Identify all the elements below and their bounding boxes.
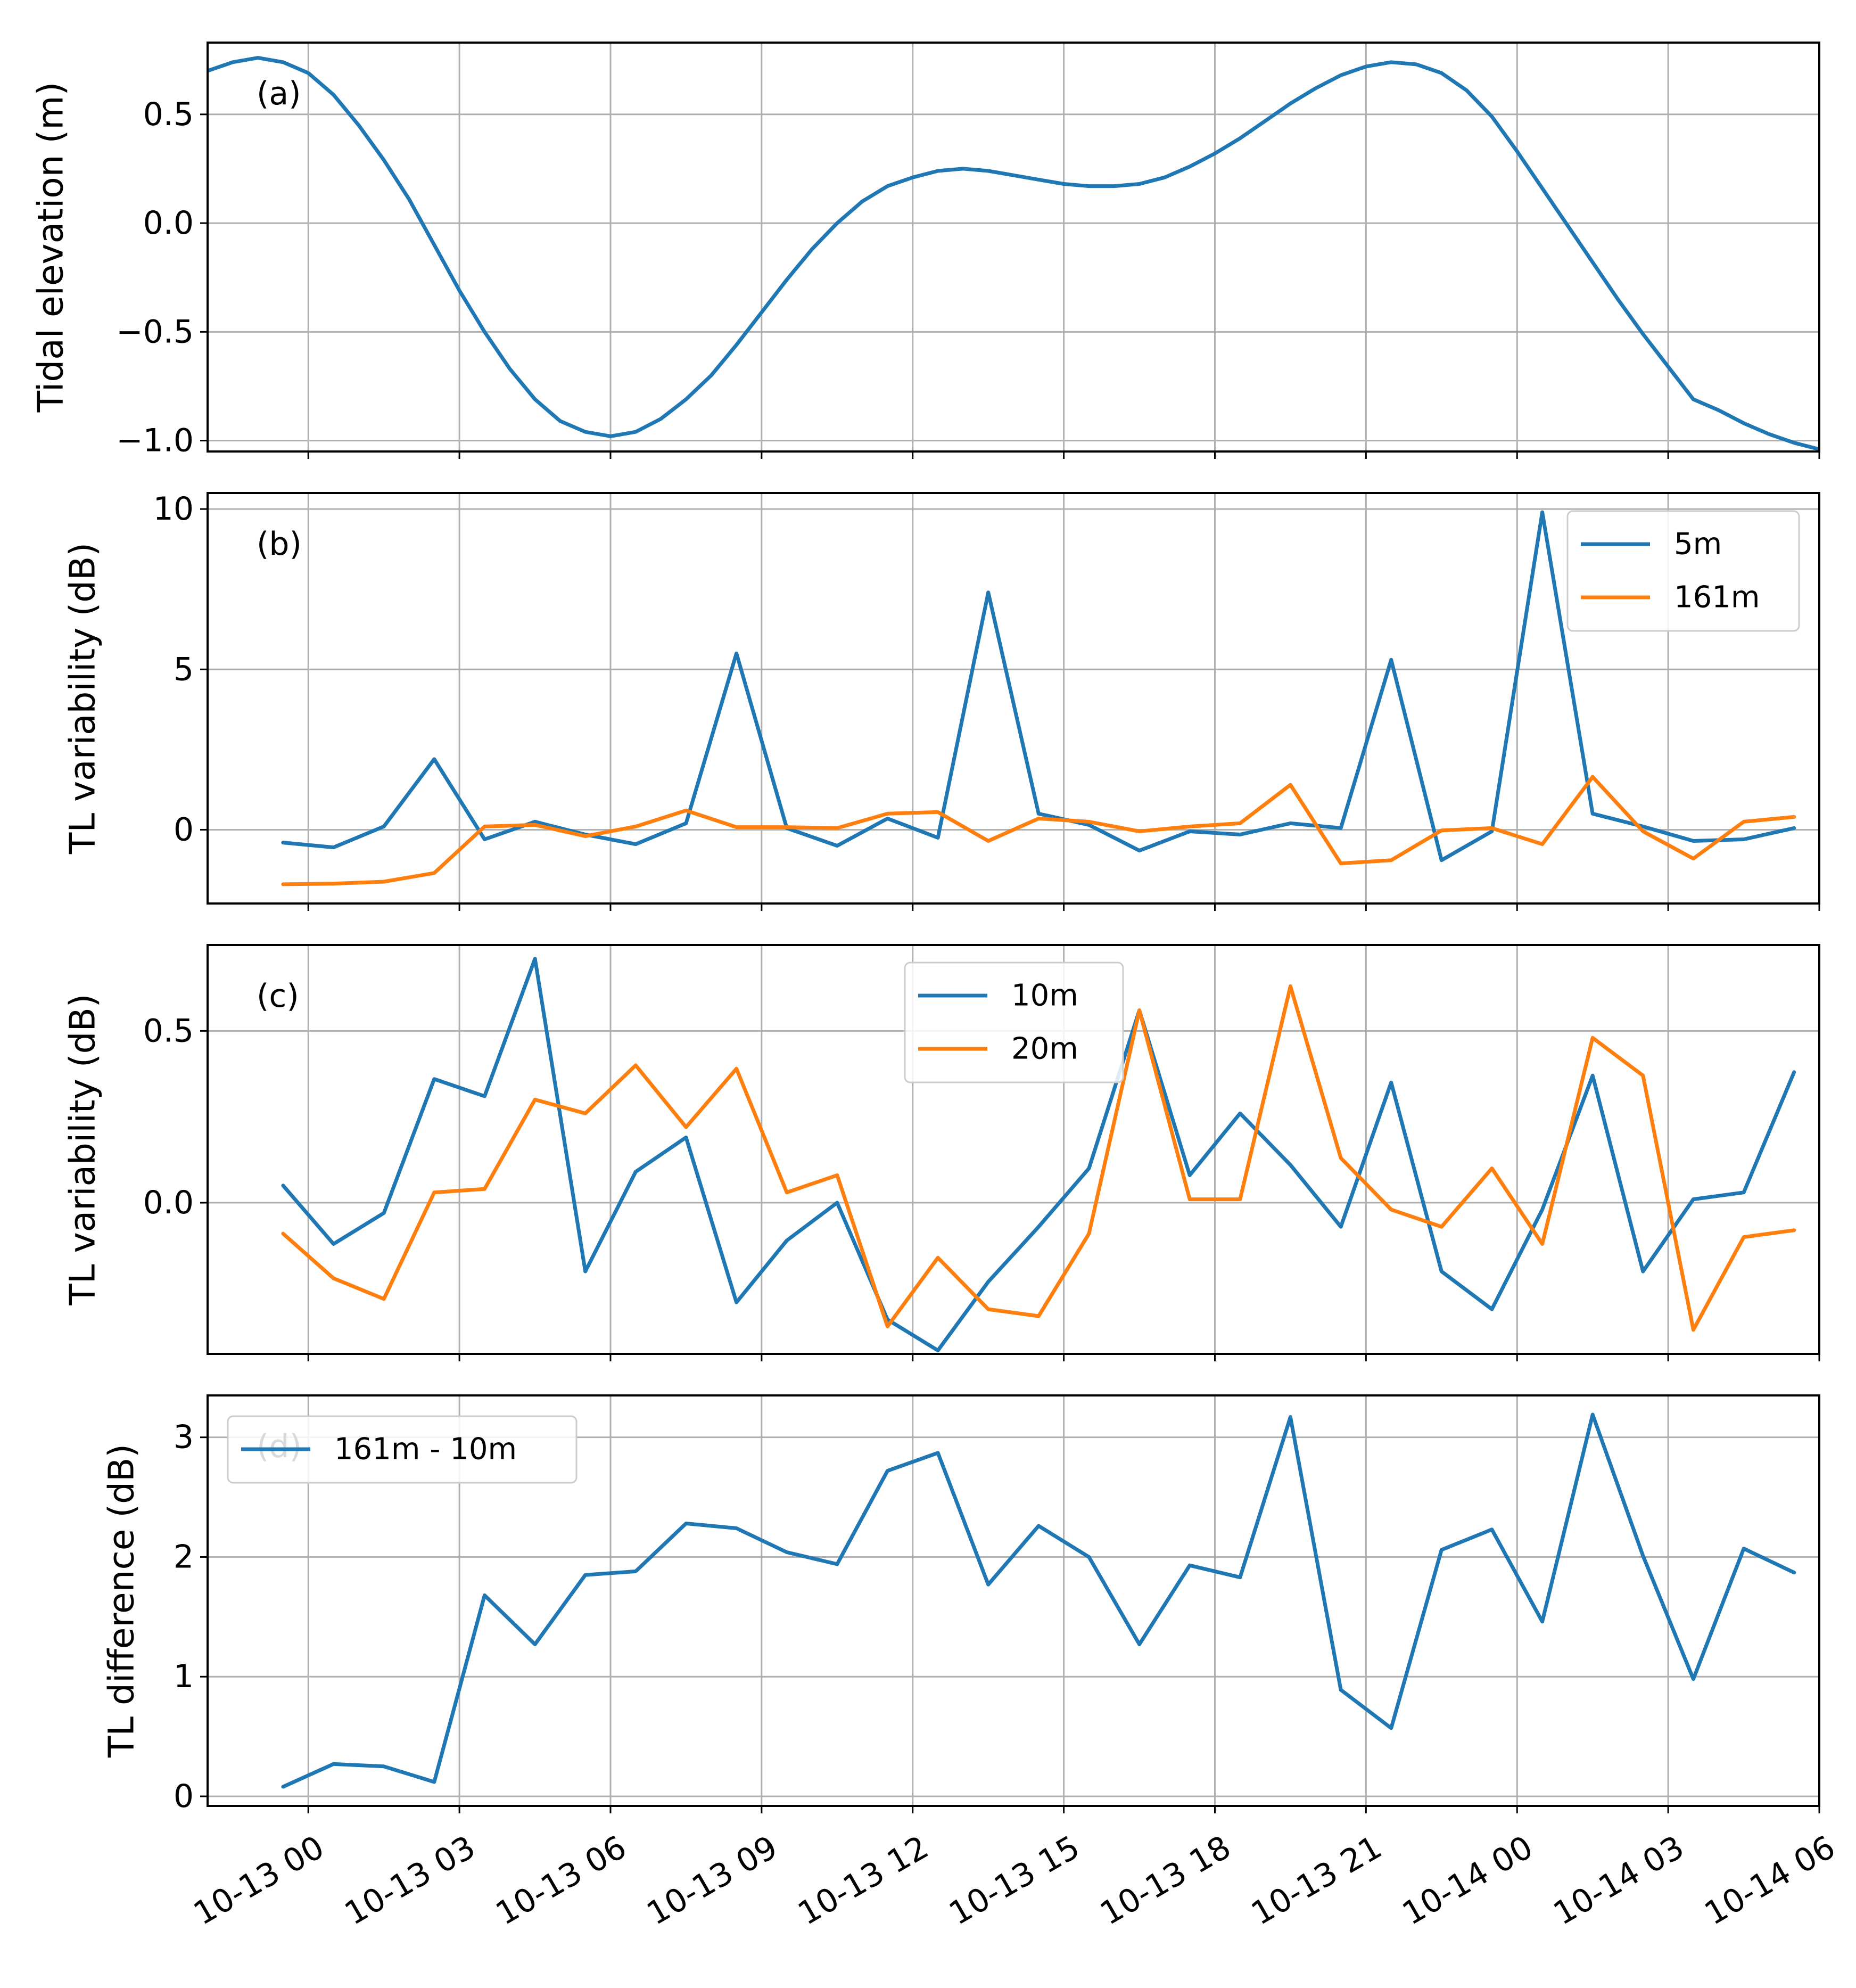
series-line-5m xyxy=(281,510,1796,862)
panel-a: 0.5 0.0 −0.5 −1.0 (a) Tidal elevation (m) xyxy=(30,42,1820,459)
y-tick-label: 0.5 xyxy=(143,96,194,133)
y-axis-title: TL difference (dB) xyxy=(101,1444,142,1758)
y-tick-label: 0 xyxy=(174,1778,194,1815)
y-tick-label: 2 xyxy=(174,1538,194,1575)
legend-label: 161m xyxy=(1674,580,1760,615)
legend-label: 20m xyxy=(1011,1032,1078,1066)
y-axis-title: TL variability (dB) xyxy=(62,543,103,855)
legend: 10m 20m xyxy=(904,962,1124,1083)
series-line-161m xyxy=(281,775,1796,886)
legend: 5m 161m xyxy=(1566,510,1800,632)
legend-box xyxy=(1566,510,1800,632)
panel-label: (b) xyxy=(257,525,302,563)
series-line-Tidalelevation xyxy=(208,56,1819,451)
axes-frame xyxy=(207,944,1820,1355)
panel-c: 0.5 0.0 (c) TL variability (dB) 10m 20m xyxy=(62,944,1820,1361)
axes-frame xyxy=(207,42,1820,453)
axes-frame xyxy=(207,492,1820,905)
y-axis-title: TL variability (dB) xyxy=(62,994,103,1306)
y-tick-label: 5 xyxy=(174,651,194,688)
legend-label: 5m xyxy=(1674,527,1722,562)
legend-label: 161m - 10m xyxy=(334,1432,517,1467)
legend-box xyxy=(227,1415,578,1484)
panel-label: (a) xyxy=(257,75,301,112)
y-tick-label: 3 xyxy=(174,1419,194,1456)
y-tick-label: 0.0 xyxy=(143,204,194,242)
y-tick-label: −0.5 xyxy=(116,313,194,350)
y-tick-label: 0 xyxy=(174,811,194,848)
y-tick-label: 0.5 xyxy=(143,1012,194,1049)
legend-box xyxy=(904,962,1124,1083)
panel-b: 10 5 0 (b) TL variability (dB) 5m 161m xyxy=(62,490,1820,911)
y-tick-label: −1.0 xyxy=(116,422,194,459)
y-axis-title: Tidal elevation (m) xyxy=(30,82,71,413)
legend-label: 10m xyxy=(1011,979,1078,1013)
axes-frame xyxy=(207,1394,1820,1807)
legend: 161m - 10m xyxy=(227,1415,578,1484)
y-tick-label: 10 xyxy=(153,490,194,528)
y-tick-label: 0.0 xyxy=(143,1184,194,1221)
y-tick-label: 1 xyxy=(174,1658,194,1695)
series-line-20m xyxy=(281,984,1796,1332)
series-line-161mminus10m xyxy=(281,1412,1796,1789)
series-line-10m xyxy=(281,957,1796,1352)
panel-label: (c) xyxy=(257,977,299,1015)
